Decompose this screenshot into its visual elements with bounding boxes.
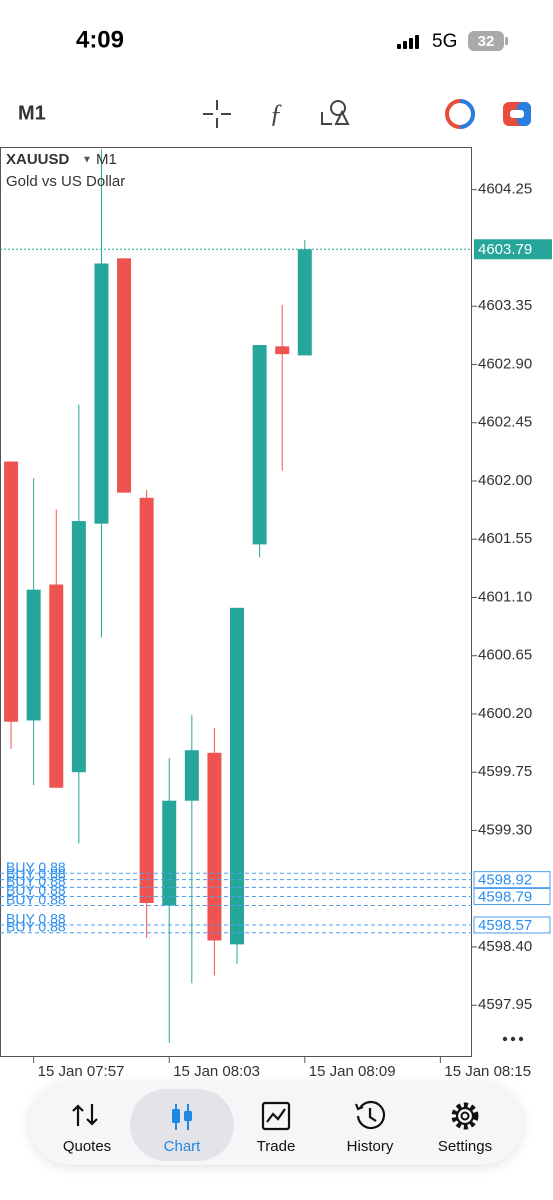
candle-body xyxy=(71,521,86,773)
order-price-box xyxy=(473,887,551,905)
nav-label: History xyxy=(347,1138,394,1155)
order-label: BUY 0.88 xyxy=(6,859,66,875)
trade-button[interactable] xyxy=(503,102,531,126)
y-tick-label: 4597.95 xyxy=(478,996,532,1013)
chart-subtitle: Gold vs US Dollar xyxy=(6,173,125,190)
nav-active-bg xyxy=(130,1089,234,1161)
more-button[interactable] xyxy=(502,1036,524,1042)
order-price-box xyxy=(473,871,551,889)
x-tick-label: 15 Jan 08:03 xyxy=(173,1063,260,1080)
nav-label: Quotes xyxy=(63,1138,111,1155)
crosshair-button[interactable] xyxy=(203,100,231,128)
order-price-label: 4598.79 xyxy=(478,888,532,905)
y-tick-label: 4599.75 xyxy=(478,763,532,780)
x-tick-label: 15 Jan 08:15 xyxy=(444,1063,531,1080)
y-tick-label: 4602.45 xyxy=(478,414,532,431)
symbol: XAUUSD xyxy=(6,151,70,168)
y-tick-label: 4599.30 xyxy=(478,821,532,838)
icon xyxy=(455,1106,475,1126)
y-tick-label: 4601.55 xyxy=(478,530,532,547)
y-tick-label: 4602.90 xyxy=(478,355,532,372)
order-label: BUY 0.88 xyxy=(6,882,66,898)
x-tick-label: 15 Jan 08:09 xyxy=(309,1063,396,1080)
nav: Quotes Chart Trade History Settings xyxy=(63,1089,492,1161)
order-label: BUY 0.88 xyxy=(6,891,66,907)
y-tick-label: 4600.65 xyxy=(478,647,532,664)
order-label: BUY 0.88 xyxy=(6,865,66,881)
order-label: BUY 0.88 xyxy=(6,873,66,889)
battery-level: 32 xyxy=(478,33,495,50)
icon xyxy=(172,1109,180,1123)
current-price-label: 4603.79 xyxy=(478,241,532,258)
nav-item[interactable]: Trade xyxy=(257,1101,296,1155)
candle-body xyxy=(162,800,177,906)
objects-button[interactable] xyxy=(321,100,350,125)
candle-body xyxy=(49,584,64,788)
chart-timeframe: M1 xyxy=(96,151,117,168)
battery xyxy=(468,31,504,51)
y-tick-label: 4604.25 xyxy=(478,181,532,198)
icon xyxy=(184,1111,192,1121)
order-label: BUY 0.88 xyxy=(6,911,66,927)
order-price-box xyxy=(473,916,551,934)
candle-body xyxy=(297,249,312,356)
current-price-box xyxy=(474,239,552,260)
candle-body xyxy=(94,263,109,524)
y-tick-label: 4600.20 xyxy=(478,705,532,722)
signal-icon xyxy=(397,35,419,49)
icon xyxy=(451,1102,479,1130)
nav-item[interactable]: Chart xyxy=(130,1089,234,1161)
candle-body xyxy=(26,589,41,721)
order-price-label: 4598.92 xyxy=(478,872,532,889)
y-tick-label: 4602.00 xyxy=(478,472,532,489)
y-tick-label: 4598.40 xyxy=(478,938,532,955)
candle-body xyxy=(139,497,154,903)
y-tick-label: 4603.35 xyxy=(478,297,532,314)
symbol-dropdown[interactable]: ▼ xyxy=(82,155,92,166)
nav-item[interactable]: Quotes xyxy=(63,1104,111,1155)
nav-label: Settings xyxy=(438,1138,492,1155)
account-button[interactable] xyxy=(445,99,475,129)
candle-body xyxy=(207,752,222,941)
candle-body xyxy=(184,750,199,801)
icon xyxy=(266,1108,286,1123)
candle-body xyxy=(117,258,132,493)
icon xyxy=(460,1111,470,1121)
candle-body xyxy=(275,346,290,355)
y-tick-label: 4601.10 xyxy=(478,588,532,605)
nav-label: Trade xyxy=(257,1138,296,1155)
x-tick-label: 15 Jan 07:57 xyxy=(38,1063,125,1080)
nav-label: Chart xyxy=(164,1138,202,1155)
indicators-button[interactable]: ƒ xyxy=(270,99,283,128)
nav-item[interactable]: History xyxy=(347,1100,394,1155)
candle-body xyxy=(4,461,19,722)
nav-item[interactable]: Settings xyxy=(438,1102,492,1155)
icon xyxy=(261,1101,291,1131)
order-label: BUY 0.88 xyxy=(6,918,66,934)
candle-body xyxy=(252,345,267,545)
order-price-label: 4598.57 xyxy=(478,917,532,934)
network-label: 5G xyxy=(432,31,457,52)
icon xyxy=(72,1104,98,1126)
status-time: 4:09 xyxy=(76,26,124,53)
battery-tip xyxy=(505,37,508,45)
timeframe-button[interactable]: M1 xyxy=(18,102,46,124)
icon xyxy=(354,1100,386,1130)
candle-body xyxy=(230,607,245,945)
